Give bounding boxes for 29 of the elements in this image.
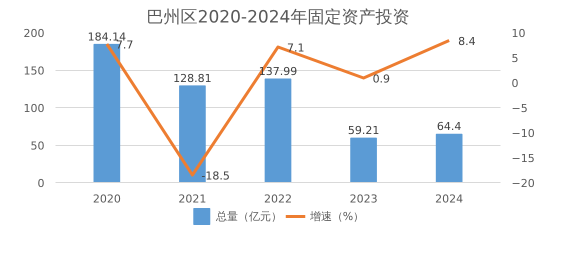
y-tick-label: 100 — [24, 102, 45, 115]
data-label: 8.4 — [458, 35, 476, 48]
x-tick-label: 2020 — [92, 192, 121, 206]
y2-tick-label: 5 — [512, 52, 518, 65]
x-tick-label: 2021 — [178, 192, 206, 206]
data-label: 64.4 — [436, 120, 462, 134]
y2-tick-label: −10 — [512, 127, 535, 140]
chart-title: 巴州区2020-2024年固定资产投资 — [146, 8, 410, 28]
y-tick-label: 50 — [30, 140, 45, 152]
y-tick-label: 0 — [38, 177, 44, 190]
legend-label: 增速（%） — [310, 208, 364, 224]
data-label: 0.9 — [372, 72, 390, 86]
y-tick-label: 150 — [24, 64, 45, 78]
data-label: 128.81 — [173, 72, 212, 85]
y2-tick-label: 0 — [512, 77, 518, 90]
legend-label: 总量（亿元） — [216, 208, 282, 224]
y2-tick-label: −15 — [512, 152, 535, 165]
bar — [436, 134, 462, 182]
data-label: 59.21 — [348, 124, 380, 138]
bar — [264, 78, 292, 182]
y2-tick-label: −20 — [512, 177, 535, 190]
x-tick-label: 2024 — [435, 192, 464, 206]
y2-tick-label: −5 — [512, 102, 528, 115]
bar — [350, 138, 377, 182]
y-tick-label: 200 — [24, 27, 45, 40]
data-label: 7.1 — [287, 42, 304, 54]
y2-tick-label: 10 — [512, 27, 526, 40]
x-tick-label: 2022 — [264, 192, 292, 206]
x-tick-label: 2023 — [350, 192, 378, 206]
